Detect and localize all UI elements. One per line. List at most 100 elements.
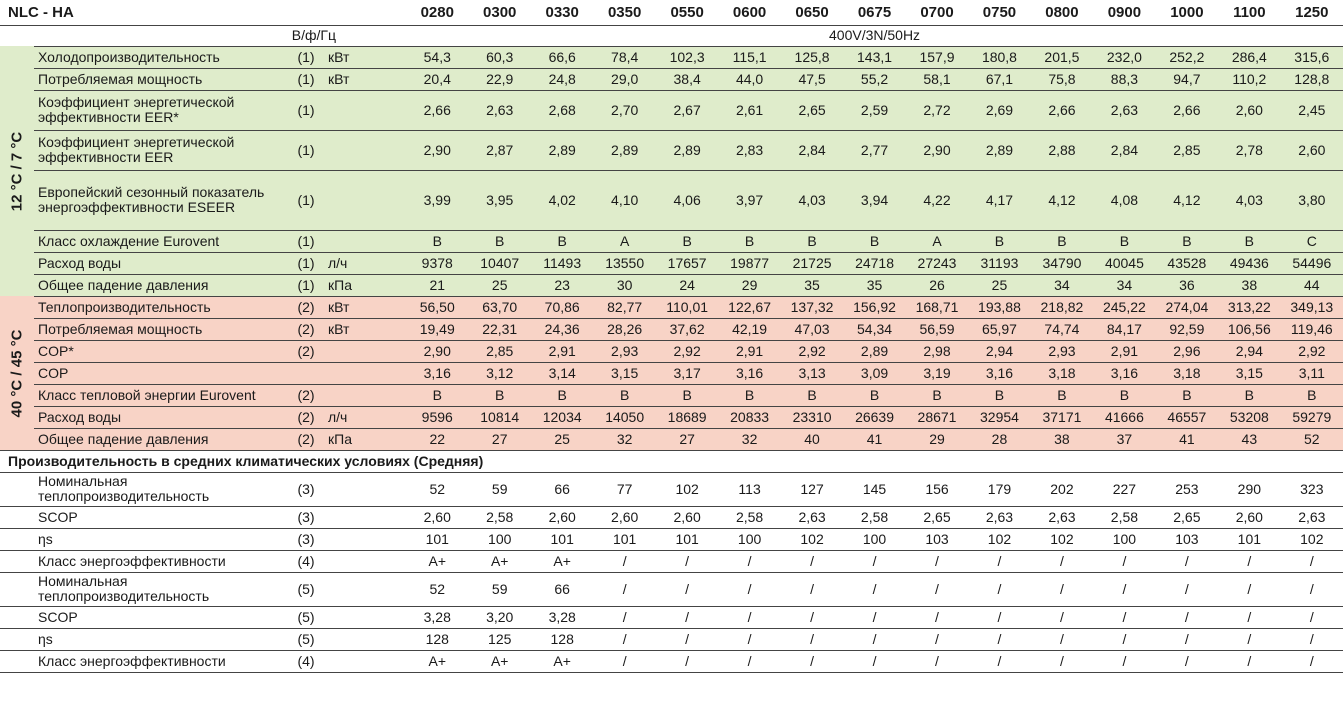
- value-cell: /: [968, 550, 1031, 573]
- value-cell: 38: [1218, 274, 1281, 297]
- value-cell: B: [406, 230, 469, 253]
- value-cell: 3,13: [780, 362, 844, 385]
- value-cell: B: [593, 384, 656, 407]
- value-cell: /: [1218, 628, 1281, 651]
- spacer: [380, 230, 407, 253]
- parameter-label: Потребляемая мощность: [0, 318, 290, 341]
- value-cell: 52: [1280, 428, 1343, 451]
- power-supply-label: В/ф/Гц: [0, 25, 407, 47]
- value-cell: 22,9: [468, 68, 531, 91]
- value-cell: /: [718, 550, 781, 573]
- value-cell: 25: [468, 274, 531, 297]
- value-cell: 75,8: [1030, 68, 1094, 91]
- value-cell: 2,98: [905, 340, 969, 363]
- value-cell: 349,13: [1280, 296, 1343, 319]
- value-cell: 66,6: [530, 46, 594, 69]
- value-cell: 32: [718, 428, 781, 451]
- value-cell: 2,60: [1218, 506, 1281, 529]
- value-cell: 28,26: [593, 318, 656, 341]
- value-cell: 2,63: [1280, 506, 1343, 529]
- value-cell: 201,5: [1030, 46, 1094, 69]
- parameter-label: SCOP: [0, 606, 290, 629]
- value-cell: 18689: [655, 406, 719, 429]
- value-cell: 2,89: [843, 340, 906, 363]
- value-cell: 58,1: [905, 68, 969, 91]
- unit: [322, 506, 380, 529]
- parameter-label: Класс энергоэффективности: [0, 650, 290, 673]
- value-cell: 52: [406, 572, 469, 607]
- value-cell: 253: [1155, 472, 1219, 507]
- parameter-label: Европейский сезонный показатель энергоэф…: [0, 170, 290, 231]
- value-cell: 54,3: [406, 46, 469, 69]
- value-cell: 59: [468, 572, 531, 607]
- value-cell: 4,10: [593, 170, 656, 231]
- value-cell: /: [718, 628, 781, 651]
- value-cell: 3,18: [1030, 362, 1094, 385]
- value-cell: /: [1155, 550, 1219, 573]
- parameter-label: Общее падение давления: [0, 274, 290, 297]
- value-cell: 2,63: [968, 506, 1031, 529]
- spacer: [380, 252, 407, 275]
- footnote-ref: (1): [290, 68, 322, 91]
- value-cell: /: [718, 650, 781, 673]
- value-cell: 2,58: [468, 506, 531, 529]
- value-cell: 2,58: [1093, 506, 1156, 529]
- value-cell: 27: [655, 428, 719, 451]
- value-cell: /: [1030, 572, 1094, 607]
- value-cell: 35: [780, 274, 844, 297]
- value-cell: 14050: [593, 406, 656, 429]
- value-cell: /: [1093, 606, 1156, 629]
- value-cell: 32954: [968, 406, 1031, 429]
- value-cell: /: [655, 628, 719, 651]
- value-cell: 2,60: [406, 506, 469, 529]
- value-cell: 2,58: [843, 506, 906, 529]
- value-cell: 41: [843, 428, 906, 451]
- value-cell: 43: [1218, 428, 1281, 451]
- seasonal-section-title: Производительность в средних климатическ…: [0, 450, 1343, 473]
- unit: кПа: [322, 274, 380, 297]
- value-cell: 74,74: [1030, 318, 1094, 341]
- value-cell: 21: [406, 274, 469, 297]
- value-cell: 34: [1030, 274, 1094, 297]
- value-cell: /: [1093, 650, 1156, 673]
- value-cell: B: [718, 230, 781, 253]
- spacer: [380, 406, 407, 429]
- footnote-ref: (1): [290, 130, 322, 171]
- value-cell: 2,93: [593, 340, 656, 363]
- footnote-ref: (2): [290, 428, 322, 451]
- value-cell: /: [780, 650, 844, 673]
- value-cell: 2,96: [1155, 340, 1219, 363]
- spacer: [380, 68, 407, 91]
- value-cell: 2,90: [406, 340, 469, 363]
- value-cell: 53208: [1218, 406, 1281, 429]
- value-cell: 26: [905, 274, 969, 297]
- value-cell: 193,88: [968, 296, 1031, 319]
- value-cell: 37,62: [655, 318, 719, 341]
- power-supply-row: В/ф/Гц 400V/3N/50Hz: [0, 25, 1343, 47]
- value-cell: 2,89: [530, 130, 594, 171]
- spacer: [380, 274, 407, 297]
- value-cell: 82,77: [593, 296, 656, 319]
- value-cell: 65,97: [968, 318, 1031, 341]
- cooling-row: Класс охлаждение Eurovent (1) B B B A B B B B A B B B…: [0, 230, 1343, 253]
- value-cell: 2,60: [1218, 90, 1281, 131]
- value-cell: 2,84: [780, 130, 844, 171]
- parameter-label: COP*: [0, 340, 290, 363]
- value-cell: 2,60: [593, 506, 656, 529]
- value-cell: 102: [968, 528, 1031, 551]
- value-cell: 27: [468, 428, 531, 451]
- spacer: [380, 90, 407, 131]
- value-cell: 2,84: [1093, 130, 1156, 171]
- unit: л/ч: [322, 252, 380, 275]
- value-cell: 156,92: [843, 296, 906, 319]
- value-cell: /: [905, 572, 969, 607]
- value-cell: 12034: [530, 406, 594, 429]
- unit: [322, 628, 380, 651]
- value-cell: 2,63: [468, 90, 531, 131]
- value-cell: 4,17: [968, 170, 1031, 231]
- value-cell: 2,92: [1280, 340, 1343, 363]
- value-cell: 3,16: [1093, 362, 1156, 385]
- value-cell: B: [718, 384, 781, 407]
- value-cell: 84,17: [1093, 318, 1156, 341]
